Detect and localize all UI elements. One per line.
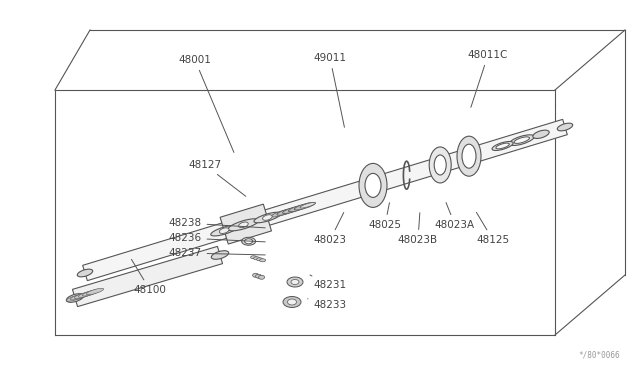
Ellipse shape xyxy=(277,209,292,215)
Ellipse shape xyxy=(254,212,281,223)
Ellipse shape xyxy=(429,147,451,183)
Polygon shape xyxy=(220,204,271,244)
Ellipse shape xyxy=(74,292,92,299)
Text: 48023A: 48023A xyxy=(435,203,475,230)
Ellipse shape xyxy=(239,222,248,228)
Text: 48011C: 48011C xyxy=(468,50,508,108)
Ellipse shape xyxy=(283,296,301,308)
Text: 48236: 48236 xyxy=(168,233,265,243)
Ellipse shape xyxy=(287,299,296,305)
Ellipse shape xyxy=(533,130,549,138)
Ellipse shape xyxy=(434,155,446,175)
Ellipse shape xyxy=(70,294,88,300)
Text: 48100: 48100 xyxy=(131,259,166,295)
Ellipse shape xyxy=(211,251,228,259)
Ellipse shape xyxy=(228,219,259,231)
Ellipse shape xyxy=(86,288,104,295)
Ellipse shape xyxy=(283,208,298,213)
Ellipse shape xyxy=(259,275,264,279)
Text: */80*0066: */80*0066 xyxy=(579,351,620,360)
Ellipse shape xyxy=(291,279,299,285)
Polygon shape xyxy=(72,246,223,307)
Ellipse shape xyxy=(83,290,100,296)
Text: 49011: 49011 xyxy=(314,53,346,127)
Ellipse shape xyxy=(244,239,253,244)
Ellipse shape xyxy=(77,269,93,277)
Text: 48237: 48237 xyxy=(168,248,265,258)
Ellipse shape xyxy=(255,274,262,278)
Ellipse shape xyxy=(289,206,304,212)
Ellipse shape xyxy=(289,204,310,212)
Text: 48025: 48025 xyxy=(369,203,401,230)
Ellipse shape xyxy=(78,291,95,297)
Ellipse shape xyxy=(457,136,481,176)
Ellipse shape xyxy=(257,258,262,261)
Ellipse shape xyxy=(294,202,316,210)
Ellipse shape xyxy=(300,202,316,208)
Ellipse shape xyxy=(241,237,255,245)
Text: 48233: 48233 xyxy=(308,299,347,310)
Text: 48231: 48231 xyxy=(310,275,347,290)
Ellipse shape xyxy=(294,204,310,210)
Ellipse shape xyxy=(509,135,534,145)
Ellipse shape xyxy=(496,143,509,149)
Ellipse shape xyxy=(277,208,298,215)
Ellipse shape xyxy=(557,123,573,131)
Ellipse shape xyxy=(220,228,229,234)
Text: 48023B: 48023B xyxy=(398,213,438,245)
Ellipse shape xyxy=(287,277,303,287)
Ellipse shape xyxy=(251,256,257,259)
Ellipse shape xyxy=(253,257,260,260)
Text: 48238: 48238 xyxy=(168,218,265,228)
Ellipse shape xyxy=(211,225,237,236)
Ellipse shape xyxy=(283,206,304,214)
Ellipse shape xyxy=(359,163,387,208)
Ellipse shape xyxy=(462,144,476,168)
Ellipse shape xyxy=(253,273,259,277)
Ellipse shape xyxy=(67,295,84,301)
Ellipse shape xyxy=(67,294,84,302)
Text: 48125: 48125 xyxy=(476,212,509,245)
Text: 48023: 48023 xyxy=(314,212,346,245)
Ellipse shape xyxy=(514,137,529,144)
Ellipse shape xyxy=(271,209,292,217)
Ellipse shape xyxy=(262,215,272,220)
Ellipse shape xyxy=(492,141,513,151)
Text: 48001: 48001 xyxy=(179,55,234,153)
Polygon shape xyxy=(83,119,567,280)
Ellipse shape xyxy=(365,173,381,198)
Ellipse shape xyxy=(260,259,266,262)
Text: 48127: 48127 xyxy=(188,160,246,196)
